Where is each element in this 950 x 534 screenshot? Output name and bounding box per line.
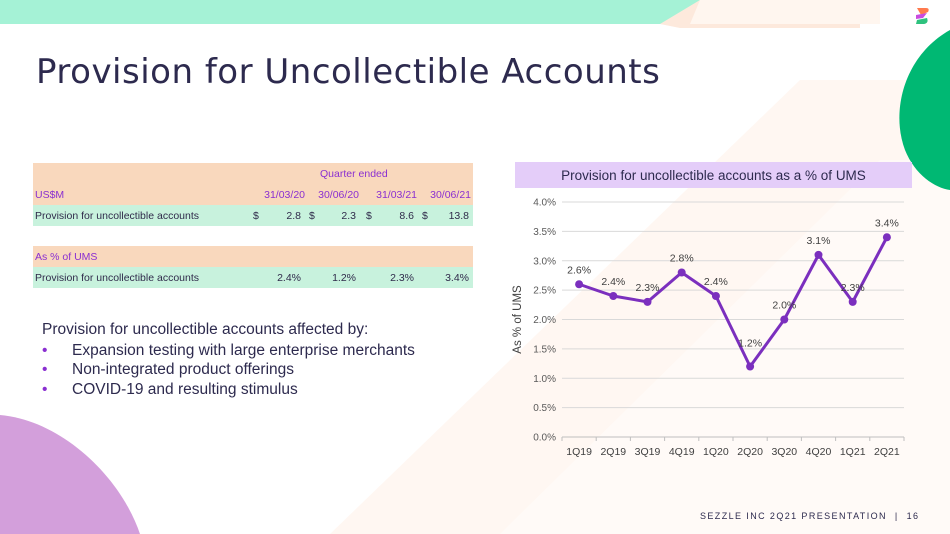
- table-header-pct: As % of UMS: [33, 246, 473, 267]
- row-label: Provision for uncollectible accounts: [35, 271, 200, 284]
- x-tick-label: 2Q20: [737, 446, 763, 458]
- data-point: [677, 268, 686, 277]
- line-chart: 0.0% 0.5% 1.0% 1.5% 2.0% 2.5% 3.0% 3.5% 4.0% 1Q19…: [512, 198, 905, 458]
- data-label: 2.8%: [670, 253, 694, 265]
- currency-symbol: $: [366, 209, 372, 222]
- y-tick-label: 2.5%: [533, 286, 556, 297]
- data-label: 2.0%: [772, 300, 796, 312]
- data-label: 3.1%: [807, 235, 831, 247]
- chart-title: Provision for uncollectible accounts as …: [515, 162, 912, 188]
- x-tick-label: 1Q19: [566, 446, 592, 458]
- table-cell: 2.8: [286, 209, 301, 222]
- column-header: 30/06/20: [318, 188, 359, 201]
- x-tick-label: 3Q19: [635, 446, 661, 458]
- data-point: [848, 297, 857, 306]
- y-tick-label: 1.5%: [533, 344, 556, 355]
- data-label: 2.4%: [601, 276, 625, 288]
- x-tick-label: 1Q21: [840, 446, 866, 458]
- list-item: • Non-integrated product offerings: [42, 360, 442, 380]
- data-label: 2.6%: [567, 264, 591, 276]
- currency-symbol: $: [253, 209, 259, 222]
- pct-header-label: As % of UMS: [35, 250, 98, 263]
- list-item: • Expansion testing with large enterprise…: [42, 341, 442, 361]
- list-item-text: Expansion testing with large enterprise …: [72, 341, 415, 359]
- list-item-text: Non-integrated product offerings: [72, 361, 295, 378]
- table-header-columns: US$M 31/03/20 30/06/20 31/03/21 30/06/21: [33, 184, 473, 205]
- sezzle-logo: [916, 8, 929, 24]
- data-point: [575, 280, 584, 289]
- series-line: [578, 236, 889, 368]
- unit-label: US$M: [35, 188, 65, 201]
- column-header: 31/03/20: [264, 188, 305, 201]
- column-header: 31/03/21: [376, 188, 417, 201]
- table-row: Provision for uncollectible accounts 2.4…: [33, 267, 473, 288]
- footer-text: SEZZLE INC 2Q21 PRESENTATION: [700, 511, 887, 521]
- data-label: 2.4%: [704, 276, 728, 288]
- table-cell: 1.2%: [332, 271, 356, 284]
- data-point: [711, 292, 720, 300]
- y-tick-label: 1.0%: [533, 374, 556, 385]
- bullet-marker: •: [42, 380, 48, 398]
- y-tick-label: 4.0%: [533, 198, 556, 209]
- footer: SEZZLE INC 2Q21 PRESENTATION | 16: [700, 511, 919, 521]
- data-point: [882, 233, 891, 242]
- data-label: 3.4%: [875, 217, 899, 229]
- list-item-text: COVID-19 and resulting stimulus: [72, 380, 298, 398]
- x-tick-label: 4Q20: [806, 446, 832, 458]
- data-label: 2.3%: [636, 282, 660, 294]
- data-point: [643, 297, 652, 306]
- footer-separator: |: [894, 511, 899, 521]
- bullet-marker: •: [42, 361, 48, 378]
- y-tick-label: 3.0%: [533, 256, 556, 267]
- currency-symbol: $: [309, 209, 315, 222]
- list-item: • COVID-19 and resulting stimulus: [42, 380, 442, 400]
- y-axis-label: As % of UMS: [512, 285, 524, 354]
- bullet-list: Provision for uncollectible accounts aff…: [42, 320, 442, 399]
- data-point: [814, 250, 823, 259]
- y-tick-label: 0.0%: [533, 433, 556, 444]
- row-label: Provision for uncollectible accounts: [35, 209, 200, 222]
- data-label: 1.2%: [738, 338, 762, 350]
- data-point: [609, 292, 618, 300]
- bullet-heading: Provision for uncollectible accounts aff…: [42, 321, 369, 338]
- table-cell: 2.3: [341, 209, 356, 222]
- table-cell: 2.3%: [390, 271, 414, 284]
- table-row: Provision for uncollectible accounts $ 2…: [33, 205, 473, 226]
- table-cell: 8.6: [399, 209, 414, 222]
- y-tick-label: 0.5%: [533, 403, 556, 414]
- bullet-marker: •: [42, 341, 48, 359]
- x-tick-label: 2Q19: [600, 446, 626, 458]
- x-tick-label: 4Q19: [669, 446, 695, 458]
- column-header: 30/06/21: [430, 188, 471, 201]
- x-tick-label: 2Q21: [874, 446, 900, 458]
- x-tick-label: 1Q20: [703, 446, 729, 458]
- page-title: Provision for Uncollectible Accounts: [36, 52, 661, 92]
- x-tick-label: 3Q20: [771, 446, 797, 458]
- data-point: [780, 315, 789, 324]
- quarter-ended-label: Quarter ended: [320, 167, 388, 180]
- table-cell: 2.4%: [277, 271, 301, 284]
- table-header-quarter: Quarter ended: [33, 163, 473, 184]
- page-number: 16: [906, 511, 920, 521]
- table-cell: 13.8: [448, 209, 469, 222]
- table-cell: 3.4%: [445, 271, 469, 284]
- y-tick-label: 3.5%: [533, 227, 556, 238]
- data-point: [746, 362, 755, 371]
- y-tick-label: 2.0%: [533, 315, 556, 326]
- currency-symbol: $: [422, 209, 428, 222]
- data-label: 2.3%: [841, 282, 865, 294]
